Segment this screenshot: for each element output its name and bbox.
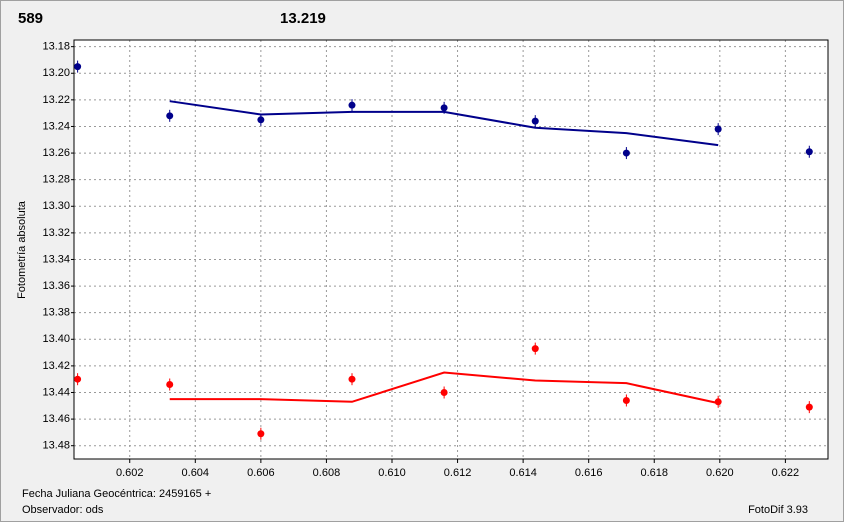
y-tick-label: 13.42	[42, 360, 70, 372]
point	[440, 388, 448, 396]
point	[531, 345, 539, 353]
point	[348, 375, 356, 383]
y-tick-label: 13.38	[42, 307, 70, 319]
x-tick-label: 0.616	[575, 467, 603, 479]
x-tick-label: 0.610	[378, 467, 406, 479]
point	[74, 375, 82, 383]
y-tick-label: 13.26	[42, 147, 70, 159]
observer: Observador: ods	[22, 504, 104, 516]
x-axis-label: Fecha Juliana Geocéntrica: 2459165 +	[22, 488, 211, 500]
title: 589	[18, 10, 43, 27]
y-tick-label: 13.22	[42, 94, 70, 106]
y-tick-label: 13.44	[42, 386, 70, 398]
x-tick-label: 0.602	[116, 467, 144, 479]
y-tick-label: 13.32	[42, 227, 70, 239]
point	[348, 101, 356, 109]
point	[257, 116, 265, 124]
point	[805, 148, 813, 156]
y-tick-label: 13.48	[42, 440, 70, 452]
x-tick-label: 0.604	[182, 467, 210, 479]
y-tick-label: 13.24	[42, 120, 70, 132]
point	[622, 396, 630, 404]
y-tick-label: 13.36	[42, 280, 70, 292]
x-tick-label: 0.606	[247, 467, 275, 479]
plot-area	[74, 40, 828, 459]
point	[622, 149, 630, 157]
x-tick-label: 0.608	[313, 467, 341, 479]
version: FotoDif 3.93	[748, 504, 808, 516]
point	[166, 381, 174, 389]
y-tick-label: 13.20	[42, 67, 70, 79]
y-tick-label: 13.30	[42, 200, 70, 212]
point	[805, 403, 813, 411]
y-tick-label: 13.46	[42, 413, 70, 425]
point	[531, 117, 539, 125]
point	[714, 125, 722, 133]
y-tick-label: 13.28	[42, 174, 70, 186]
trend-line	[169, 371, 719, 405]
point	[166, 112, 174, 120]
y-tick-label: 13.34	[42, 253, 70, 265]
subtitle: 13.219	[280, 10, 326, 27]
x-tick-label: 0.620	[706, 467, 734, 479]
point	[74, 63, 82, 71]
point	[440, 104, 448, 112]
x-tick-label: 0.618	[640, 467, 668, 479]
y-tick-label: 13.40	[42, 333, 70, 345]
x-tick-label: 0.614	[509, 467, 537, 479]
x-tick-label: 0.622	[772, 467, 800, 479]
y-axis-label: Fotometría absoluta	[16, 200, 28, 299]
trend-line	[169, 100, 719, 147]
y-tick-label: 13.18	[42, 41, 70, 53]
plot-border	[73, 39, 829, 460]
x-tick-label: 0.612	[444, 467, 472, 479]
point	[257, 430, 265, 438]
